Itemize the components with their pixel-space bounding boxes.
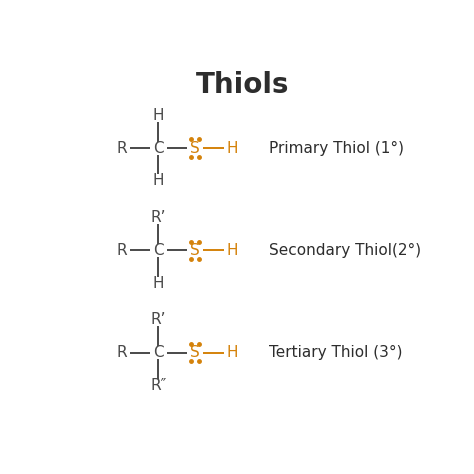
Text: Primary Thiol (1°): Primary Thiol (1°) <box>269 141 404 155</box>
Text: C: C <box>153 243 164 258</box>
Text: H: H <box>153 173 164 189</box>
Text: C: C <box>153 345 164 360</box>
Text: Tertiary Thiol (3°): Tertiary Thiol (3°) <box>269 345 402 360</box>
Text: H: H <box>226 345 237 360</box>
Text: S: S <box>190 345 200 360</box>
Text: R’: R’ <box>151 312 166 327</box>
Text: Thiols: Thiols <box>196 72 290 100</box>
Text: H: H <box>226 141 237 155</box>
Text: R″: R″ <box>150 378 167 393</box>
Text: S: S <box>190 141 200 155</box>
Text: C: C <box>153 141 164 155</box>
Text: S: S <box>190 243 200 258</box>
Text: R: R <box>117 345 127 360</box>
Text: H: H <box>153 108 164 123</box>
Text: R: R <box>117 141 127 155</box>
Text: H: H <box>226 243 237 258</box>
Text: R: R <box>117 243 127 258</box>
Text: R’: R’ <box>151 210 166 225</box>
Text: H: H <box>153 276 164 291</box>
Text: Secondary Thiol(2°): Secondary Thiol(2°) <box>269 243 421 258</box>
